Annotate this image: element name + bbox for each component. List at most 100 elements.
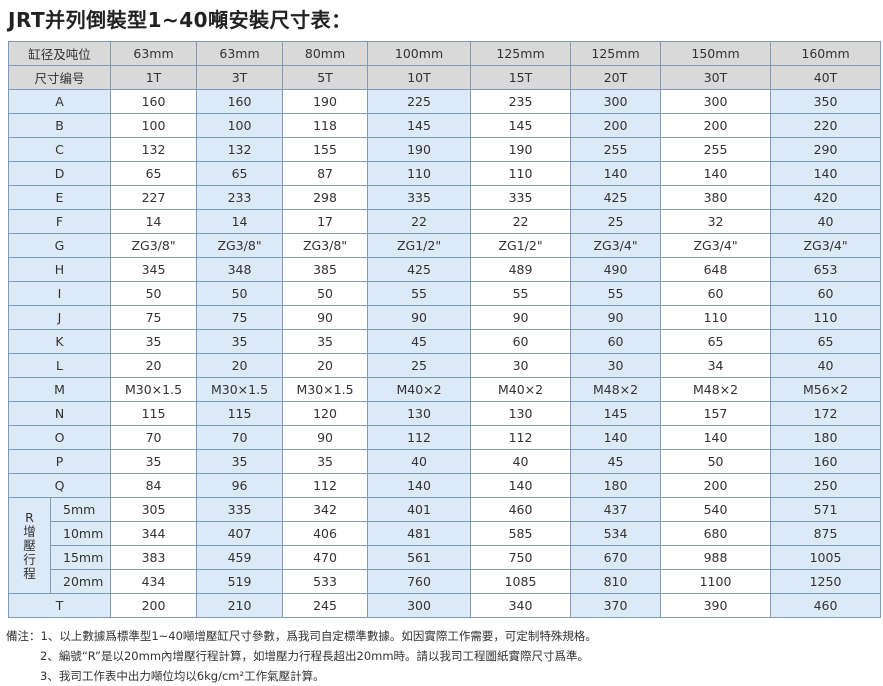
- table-cell: ZG1/2": [470, 233, 572, 258]
- row-label: Q: [7, 473, 112, 498]
- table-cell: 70: [110, 425, 198, 450]
- header-cell: 100mm: [367, 41, 472, 66]
- table-cell: 160: [110, 89, 198, 114]
- table-cell: 22: [367, 209, 472, 234]
- table-cell: 298: [282, 185, 369, 210]
- table-cell: 648: [660, 257, 772, 282]
- table-cell: 533: [282, 569, 369, 594]
- note-text: 1、以上數據爲標準型1~40噸增壓缸尺寸參數，爲我司自定標準數據。如因實際工作需…: [40, 629, 597, 643]
- table-cell: 30: [570, 353, 662, 378]
- table-cell: 50: [282, 281, 369, 306]
- table-cell: 45: [367, 329, 472, 354]
- header-cell: 160mm: [770, 41, 882, 66]
- table-cell: 220: [770, 113, 882, 138]
- row-label: H: [7, 257, 112, 282]
- table-row: N 115 115 120 130 130 145 157 172: [7, 401, 882, 426]
- table-cell: 250: [770, 473, 882, 498]
- table-cell: 225: [367, 89, 472, 114]
- table-cell: 160: [196, 89, 284, 114]
- table-cell: 425: [570, 185, 662, 210]
- table-cell: 420: [770, 185, 882, 210]
- table-cell: 110: [770, 305, 882, 330]
- table-cell: 112: [470, 425, 572, 450]
- table-cell: 132: [110, 137, 198, 162]
- row-label: J: [7, 305, 112, 330]
- table-cell: M48×2: [660, 377, 772, 402]
- table-cell: 290: [770, 137, 882, 162]
- header-cell: 40T: [770, 65, 882, 90]
- table-cell: 534: [570, 521, 662, 546]
- table-cell: 750: [470, 545, 572, 570]
- table-cell: 112: [282, 473, 369, 498]
- table-cell: 22: [470, 209, 572, 234]
- table-cell: 65: [196, 161, 284, 186]
- table-cell: 140: [660, 161, 772, 186]
- sub-label: 5mm: [49, 497, 112, 522]
- table-cell: 383: [110, 545, 198, 570]
- note-line: 2、編號“R”是以20mm內增壓行程計算，如增壓力行程長超出20mm時。請以我司…: [6, 646, 597, 666]
- table-cell: 190: [470, 137, 572, 162]
- note-label: 備注：: [6, 629, 41, 643]
- table-cell: 25: [570, 209, 662, 234]
- header-cell: 150mm: [660, 41, 772, 66]
- table-cell: 145: [470, 113, 572, 138]
- table-cell: 200: [110, 593, 198, 618]
- table-cell: 437: [570, 497, 662, 522]
- table-cell: 370: [570, 593, 662, 618]
- table-cell: 140: [660, 425, 772, 450]
- table-cell: 35: [196, 329, 284, 354]
- table-cell: 335: [196, 497, 284, 522]
- table-cell: 434: [110, 569, 198, 594]
- table-cell: 155: [282, 137, 369, 162]
- header-cell: 15T: [470, 65, 572, 90]
- table-row: M M30×1.5 M30×1.5 M30×1.5 M40×2 M40×2 M48×2 M48…: [7, 377, 882, 402]
- table-cell: 489: [470, 257, 572, 282]
- table-cell: 115: [110, 401, 198, 426]
- table-cell: 380: [660, 185, 772, 210]
- table-cell: M30×1.5: [196, 377, 284, 402]
- table-cell: 335: [367, 185, 472, 210]
- table-cell: 157: [660, 401, 772, 426]
- table-cell: 90: [282, 425, 369, 450]
- table-cell: 459: [196, 545, 284, 570]
- table-cell: 190: [367, 137, 472, 162]
- table-cell: 110: [470, 161, 572, 186]
- note-line: 備注：1、以上數據爲標準型1~40噸增壓缸尺寸參數，爲我司自定標準數據。如因實際…: [6, 626, 597, 646]
- table-cell: 235: [470, 89, 572, 114]
- header-label: 缸径及吨位: [7, 41, 112, 66]
- table-row: H 345 348 385 425 489 490 648 653: [7, 257, 882, 282]
- table-cell: 385: [282, 257, 369, 282]
- table-cell: 406: [282, 521, 369, 546]
- table-cell: M56×2: [770, 377, 882, 402]
- table-cell: 90: [570, 305, 662, 330]
- sub-label: 20mm: [49, 569, 112, 594]
- table-cell: 172: [770, 401, 882, 426]
- table-cell: 585: [470, 521, 572, 546]
- table-cell: 20: [196, 353, 284, 378]
- table-cell: 460: [470, 497, 572, 522]
- table-cell: 14: [196, 209, 284, 234]
- table-cell: 145: [367, 113, 472, 138]
- table-cell: 300: [660, 89, 772, 114]
- sub-label: 10mm: [49, 521, 112, 546]
- row-label: C: [7, 137, 112, 162]
- table-cell: 17: [282, 209, 369, 234]
- table-cell: ZG3/4": [770, 233, 882, 258]
- table-cell: 180: [570, 473, 662, 498]
- table-cell: 50: [660, 449, 772, 474]
- table-cell: 653: [770, 257, 882, 282]
- table-cell: 20: [110, 353, 198, 378]
- table-cell: 200: [570, 113, 662, 138]
- table-cell: 227: [110, 185, 198, 210]
- table-cell: 130: [367, 401, 472, 426]
- table-cell: 670: [570, 545, 662, 570]
- table-cell: 90: [282, 305, 369, 330]
- table-cell: 875: [770, 521, 882, 546]
- row-label: O: [7, 425, 112, 450]
- table-cell: 340: [470, 593, 572, 618]
- table-row: E 227 233 298 335 335 425 380 420: [7, 185, 882, 210]
- table-row: J 75 75 90 90 90 90 110 110: [7, 305, 882, 330]
- table-cell: 60: [470, 329, 572, 354]
- table-cell: 55: [470, 281, 572, 306]
- table-cell: 20: [282, 353, 369, 378]
